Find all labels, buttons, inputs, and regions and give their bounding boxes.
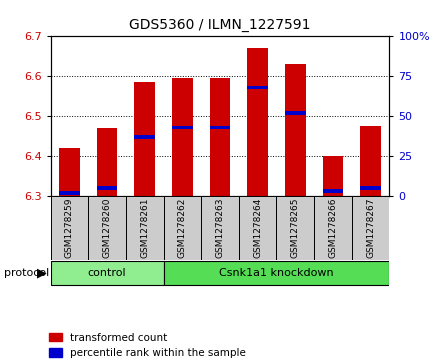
Bar [172, 126, 193, 129]
Bar [51, 196, 88, 260]
Text: protocol: protocol [4, 268, 50, 278]
Legend: transformed count, percentile rank within the sample: transformed count, percentile rank withi… [49, 333, 246, 358]
Text: Csnk1a1 knockdown: Csnk1a1 knockdown [219, 268, 334, 278]
Bar [285, 111, 306, 115]
Bar [360, 126, 381, 196]
Bar [97, 186, 117, 190]
Bar [172, 78, 193, 196]
Bar [239, 196, 276, 260]
Text: GSM1278266: GSM1278266 [328, 197, 337, 258]
Bar [134, 82, 155, 196]
Bar [201, 196, 239, 260]
Text: GSM1278267: GSM1278267 [366, 197, 375, 258]
Bar [209, 78, 231, 196]
Bar [164, 261, 389, 285]
Bar [59, 191, 80, 195]
Text: GSM1278263: GSM1278263 [216, 197, 224, 258]
Text: GSM1278261: GSM1278261 [140, 197, 149, 258]
Bar [164, 196, 201, 260]
Bar [97, 128, 117, 196]
Text: control: control [88, 268, 126, 278]
Text: GSM1278265: GSM1278265 [291, 197, 300, 258]
Bar [209, 126, 231, 129]
Bar [247, 48, 268, 196]
Bar [323, 189, 343, 193]
Bar [352, 196, 389, 260]
Bar [247, 86, 268, 89]
Bar [59, 148, 80, 196]
Bar [276, 196, 314, 260]
Text: GDS5360 / ILMN_1227591: GDS5360 / ILMN_1227591 [129, 18, 311, 32]
Bar [314, 196, 352, 260]
Text: ▶: ▶ [37, 267, 47, 280]
Text: GSM1278262: GSM1278262 [178, 197, 187, 258]
Bar [323, 156, 343, 196]
Text: GSM1278260: GSM1278260 [103, 197, 112, 258]
Bar [285, 64, 306, 196]
Bar [360, 186, 381, 190]
Text: GSM1278264: GSM1278264 [253, 197, 262, 258]
Bar [134, 135, 155, 139]
Bar [88, 196, 126, 260]
Bar [126, 196, 164, 260]
Bar [51, 261, 164, 285]
Text: GSM1278259: GSM1278259 [65, 197, 74, 258]
